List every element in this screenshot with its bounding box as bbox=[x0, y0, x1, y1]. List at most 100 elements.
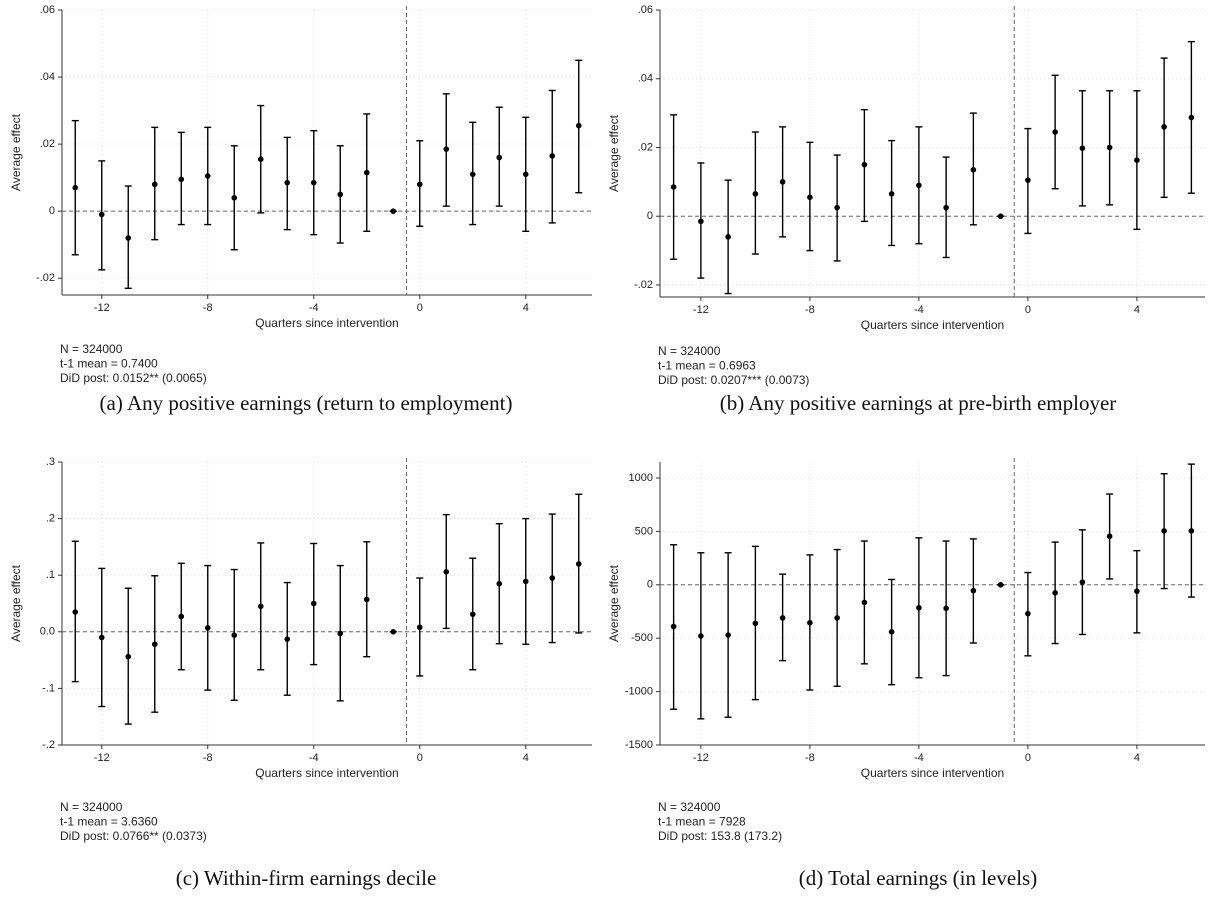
point bbox=[1188, 528, 1195, 534]
y-tick-label: 500 bbox=[635, 525, 653, 537]
x-tick-label: 0 bbox=[417, 752, 423, 764]
point bbox=[98, 634, 105, 641]
point bbox=[779, 179, 786, 185]
point bbox=[670, 184, 677, 190]
point bbox=[575, 122, 582, 129]
caption: (a) Any positive earnings (return to emp… bbox=[100, 391, 513, 415]
point bbox=[443, 569, 450, 575]
y-tick-label: -500 bbox=[631, 632, 653, 644]
point bbox=[151, 641, 158, 648]
note: DiD post: 0.0207*** (0.0073) bbox=[658, 373, 809, 387]
note: DiD post: 0.0766** (0.0373) bbox=[60, 829, 207, 843]
y-axis-label: Average effect bbox=[607, 114, 621, 192]
x-tick-label: 4 bbox=[1134, 752, 1140, 764]
x-tick-label: -8 bbox=[203, 302, 213, 314]
x-axis-label: Quarters since intervention bbox=[861, 766, 1004, 780]
point bbox=[469, 171, 476, 178]
point bbox=[997, 582, 1004, 588]
point bbox=[310, 179, 317, 186]
point bbox=[443, 146, 450, 152]
caption: (c) Within-firm earnings decile bbox=[176, 866, 437, 890]
y-axis-label: Average effect bbox=[607, 564, 621, 642]
x-axis-label: Quarters since intervention bbox=[861, 318, 1004, 332]
x-tick-label: 0 bbox=[1025, 752, 1031, 764]
y-tick-label: .1 bbox=[46, 569, 55, 581]
point bbox=[257, 156, 264, 163]
caption: (b) Any positive earnings at pre-birth e… bbox=[720, 391, 1117, 415]
point bbox=[997, 213, 1004, 220]
y-tick-label: .02 bbox=[40, 138, 55, 150]
y-tick-label: 0.0 bbox=[40, 626, 55, 638]
point bbox=[125, 653, 132, 660]
point bbox=[888, 191, 895, 197]
y-tick-label: -.02 bbox=[36, 272, 55, 284]
point bbox=[670, 623, 677, 630]
x-tick-label: -12 bbox=[693, 304, 709, 316]
note: N = 324000 bbox=[60, 342, 123, 356]
x-tick-label: -4 bbox=[309, 302, 319, 314]
point bbox=[416, 624, 423, 631]
point bbox=[834, 204, 840, 211]
point bbox=[496, 154, 503, 161]
point bbox=[1134, 157, 1140, 164]
y-tick-label: .02 bbox=[638, 141, 653, 153]
point bbox=[390, 208, 397, 214]
x-axis-label: Quarters since intervention bbox=[255, 766, 398, 780]
point bbox=[310, 600, 317, 607]
note: t-1 mean = 3.6360 bbox=[60, 815, 158, 829]
note: N = 324000 bbox=[658, 800, 721, 814]
x-tick-label: -4 bbox=[309, 752, 319, 764]
point bbox=[416, 181, 423, 188]
point bbox=[916, 604, 922, 611]
point bbox=[522, 171, 529, 178]
point bbox=[390, 629, 397, 635]
point bbox=[1106, 144, 1113, 151]
point bbox=[698, 633, 704, 639]
x-tick-label: -12 bbox=[94, 752, 110, 764]
point bbox=[151, 181, 158, 188]
y-tick-label: 0 bbox=[647, 210, 653, 222]
point bbox=[204, 625, 211, 631]
point bbox=[575, 561, 582, 567]
y-tick-label: .04 bbox=[638, 73, 653, 85]
x-tick-label: -8 bbox=[805, 752, 815, 764]
x-tick-label: -12 bbox=[94, 302, 110, 314]
point bbox=[970, 587, 977, 594]
point bbox=[231, 632, 238, 638]
point bbox=[861, 161, 868, 168]
point bbox=[72, 609, 79, 615]
note: t-1 mean = 0.6963 bbox=[658, 359, 756, 373]
point bbox=[363, 169, 370, 176]
point bbox=[1161, 124, 1167, 130]
point bbox=[257, 603, 264, 610]
x-axis-label: Quarters since intervention bbox=[255, 316, 398, 330]
point bbox=[779, 615, 786, 621]
point bbox=[522, 578, 529, 585]
note: DiD post: 153.8 (173.2) bbox=[658, 829, 782, 843]
point bbox=[698, 218, 704, 225]
x-tick-label: -8 bbox=[203, 752, 213, 764]
y-tick-label: -.2 bbox=[42, 739, 55, 751]
y-tick-label: -.02 bbox=[634, 279, 653, 291]
point bbox=[337, 191, 344, 198]
y-tick-label: 0 bbox=[49, 205, 55, 217]
point bbox=[469, 611, 476, 618]
point bbox=[337, 630, 344, 637]
point bbox=[807, 619, 813, 626]
point bbox=[1079, 145, 1086, 151]
point bbox=[807, 194, 813, 201]
chart-panel: -.02 0 .02 .04 .06 -12 -8 -4 0 4 Average effect Qua… bbox=[9, 4, 592, 415]
point bbox=[752, 191, 759, 197]
point bbox=[284, 179, 291, 186]
point bbox=[1052, 590, 1058, 596]
point bbox=[178, 176, 185, 183]
point bbox=[916, 182, 922, 189]
y-axis-label: Average effect bbox=[9, 564, 23, 642]
point bbox=[231, 194, 238, 201]
point bbox=[725, 632, 731, 638]
point bbox=[496, 580, 503, 587]
point bbox=[834, 615, 840, 621]
point bbox=[284, 636, 291, 642]
x-tick-label: -12 bbox=[693, 752, 709, 764]
